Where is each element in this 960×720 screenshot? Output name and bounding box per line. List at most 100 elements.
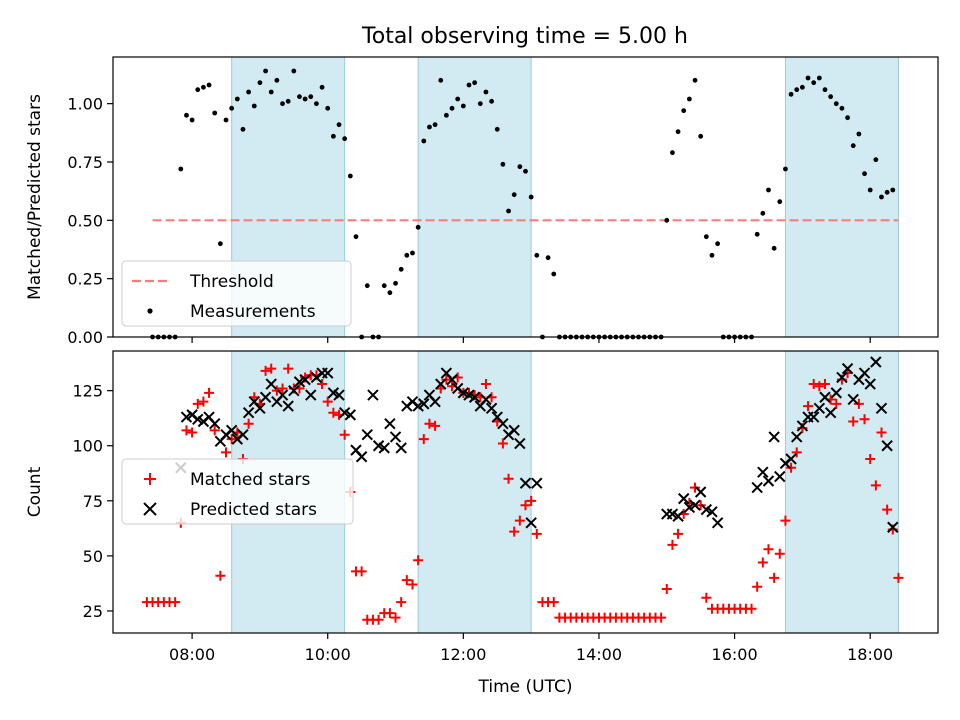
- predicted-star-point: [276, 389, 289, 401]
- matched-star-point: [514, 515, 525, 526]
- matched-star-point: [413, 555, 424, 566]
- measurement-point: [234, 96, 240, 102]
- matched-star-point: [757, 557, 768, 568]
- predicted-star-point: [819, 391, 831, 403]
- measurement-point: [398, 266, 404, 272]
- measurement-point: [314, 101, 319, 107]
- measurement-point: [308, 94, 314, 100]
- shaded-interval: [784, 350, 899, 634]
- measurement-point: [715, 241, 721, 247]
- measurement-point: [822, 87, 828, 93]
- predicted-star-point: [237, 429, 249, 441]
- predicted-star-point: [305, 389, 317, 401]
- predicted-star-point: [757, 466, 769, 478]
- legend-label: Measurements: [190, 302, 316, 322]
- measurement-point: [206, 82, 212, 88]
- matched-star-point: [430, 420, 441, 431]
- matched-star-point: [401, 575, 412, 586]
- measurement-point: [302, 96, 308, 102]
- measurement-point: [336, 122, 342, 128]
- measurement-point: [523, 168, 528, 174]
- measurement-point: [517, 164, 523, 170]
- matched-star-point: [520, 500, 531, 511]
- bottom-legend: [121, 458, 354, 525]
- predicted-star-point: [288, 384, 300, 397]
- matched-star-point: [497, 438, 508, 449]
- predicted-star-point: [847, 393, 859, 406]
- measurement-point: [189, 117, 195, 123]
- measurement-point: [184, 112, 189, 118]
- measurement-point: [404, 252, 410, 258]
- legend-label: Matched stars: [190, 470, 310, 490]
- predicted-star-point: [282, 400, 294, 412]
- matched-star-point: [848, 416, 859, 427]
- predicted-star-point: [858, 367, 871, 379]
- matched-star-point: [763, 544, 774, 555]
- matched-star-point: [786, 462, 797, 473]
- y-tick-label: 0.25: [67, 270, 103, 289]
- measurement-point: [771, 245, 777, 251]
- matched-star-point: [322, 396, 333, 407]
- x-tick-label: 08:00: [169, 645, 215, 664]
- measurement-point: [698, 133, 704, 139]
- matched-star-point: [808, 379, 819, 390]
- predicted-star-point: [378, 442, 390, 454]
- measurement-point: [534, 252, 540, 258]
- predicted-star-point: [694, 486, 707, 498]
- matched-star-point: [853, 398, 864, 409]
- predicted-star-point: [678, 492, 690, 505]
- bottom-axes-frame: [112, 350, 939, 634]
- measurement-point: [805, 75, 811, 81]
- predicted-star-point: [259, 391, 272, 403]
- matched-star-point: [373, 614, 384, 625]
- predicted-star-point: [508, 424, 520, 437]
- measurement-point: [325, 105, 331, 111]
- predicted-star-point: [514, 437, 526, 450]
- measurement-point: [381, 283, 387, 289]
- measurement-point: [274, 77, 280, 83]
- measurement-point: [410, 250, 415, 256]
- matched-star-point: [221, 447, 232, 458]
- predicted-star-point: [711, 517, 724, 529]
- measurement-point: [811, 80, 817, 86]
- measurement-point: [511, 192, 517, 198]
- matched-star-point: [170, 597, 181, 608]
- matched-star-point: [531, 528, 542, 539]
- measurement-point: [675, 129, 681, 135]
- predicted-star-point: [706, 506, 718, 518]
- measurement-point: [528, 194, 534, 200]
- measurement-point: [257, 80, 263, 86]
- measurement-point: [421, 138, 427, 144]
- y-tick-label: 25: [83, 602, 103, 621]
- predicted-star-point: [485, 402, 498, 414]
- measurement-point: [709, 252, 715, 258]
- matched-star-point: [882, 504, 893, 515]
- predicted-star-point: [887, 521, 899, 533]
- matched-star-point: [390, 612, 401, 623]
- measurement-point: [845, 115, 850, 121]
- measurement-point: [285, 98, 291, 104]
- measurement-point: [342, 136, 348, 142]
- measurement-point: [828, 94, 834, 100]
- matched-star-point: [480, 379, 491, 390]
- predicted-star-point: [254, 402, 266, 414]
- y-tick-label: 0.75: [67, 153, 103, 172]
- matched-star-point: [396, 597, 407, 608]
- legend-label: Threshold: [189, 272, 274, 292]
- measurement-point: [664, 217, 670, 223]
- measurement-point: [884, 189, 890, 195]
- matched-star-point: [260, 365, 271, 376]
- measurement-point: [686, 96, 692, 102]
- measurement-point: [477, 101, 483, 107]
- predicted-star-point: [361, 429, 373, 441]
- measurement-point: [223, 117, 229, 123]
- matched-star-point: [356, 566, 367, 577]
- matched-star-point: [407, 579, 418, 590]
- predicted-star-point: [774, 470, 786, 483]
- measurement-point: [195, 87, 201, 93]
- measurement-point: [268, 89, 274, 95]
- matched-star-point: [769, 572, 780, 583]
- predicted-star-point: [418, 398, 430, 410]
- measurement-point: [427, 124, 432, 130]
